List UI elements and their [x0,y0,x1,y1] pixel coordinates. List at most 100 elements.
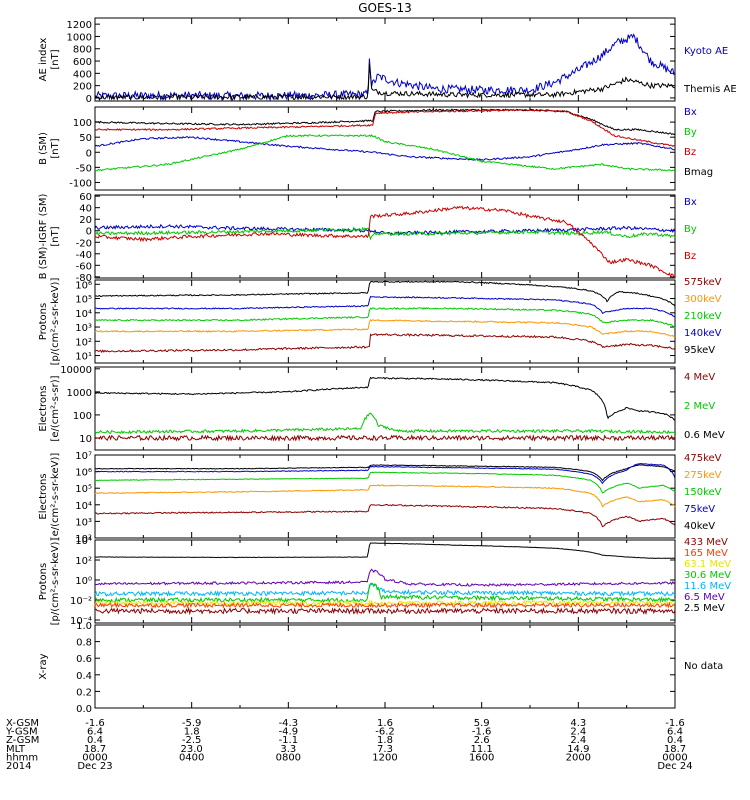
y-tick-label: 10⁶ [75,468,92,479]
ephemeris-value: -1.6 [85,718,105,729]
y-tick-label: 0 [86,94,92,105]
series-140kev [95,295,676,318]
legend-label: 475keV [684,453,722,464]
y-tick-label: 0 [86,148,92,159]
y-tick-label: 10⁶ [75,280,92,291]
series-bx [94,136,676,161]
y-tick-label: 10⁵ [75,484,92,495]
y-axis-title: AE index [38,38,49,82]
legend-label: No data [684,661,723,672]
ephemeris-value: 18.7 [664,744,686,755]
ephemeris-value: -4.3 [279,718,299,729]
y-tick-label: 200 [73,82,92,93]
ephemeris-value: 2.6 [474,735,490,746]
legend-label: Themis AE [683,84,737,95]
legend-label: 6.5 MeV [684,592,725,603]
legend-label: 2 MeV [684,401,715,412]
y-axis-title: Electrons [38,473,49,519]
ephemeris-value: -1.6 [472,727,492,738]
series-475kev [94,503,676,528]
y-tick-label: 800 [73,45,92,56]
series-433-mev [94,606,676,616]
series-bz [94,205,676,279]
y-tick-label: -20 [76,238,92,249]
ephemeris-value: -2.5 [182,735,202,746]
y-tick-label: 20 [79,215,92,226]
legend-label: 0.6 MeV [684,430,725,441]
legend-label: Kyoto AE [684,46,728,57]
series-30-6-mev [94,582,676,604]
legend-label: 4 MeV [684,372,715,383]
panel-5: 10 100 1000 10000 Electrons [e/(cm²-s-sr)] 4 M… [38,365,725,451]
ephemeris-value: 11.1 [471,744,493,755]
series-by [94,226,676,241]
panel-frame [94,194,676,279]
series-75kev [94,462,676,485]
chart-title: GOES-13 [358,1,412,15]
y-axis-title: Electrons [38,385,49,431]
y-tick-label: 10⁴ [75,536,92,547]
ephemeris-value: -1.1 [279,735,299,746]
legend-label: 575keV [684,277,722,288]
y-tick-label: -40 [76,250,92,261]
legend-label: 433 MeV [684,537,728,548]
y-tick-label: 0.4 [76,671,92,682]
panel-2: -100 -50 0 50 100 B (SM) [nT] Bx By Bz Bmag [38,106,713,191]
series-2-mev [94,412,676,435]
ephemeris-value: 1200 [372,752,397,763]
ephemeris-row-label: 2014 [6,761,31,772]
y-tick-label: 100 [73,118,92,129]
ephemeris-value: 0.4 [87,735,103,746]
series-150kev [95,471,676,494]
ephemeris-value: 1.8 [377,735,393,746]
ephemeris-value: 0.4 [667,735,683,746]
y-tick-label: 10 [79,434,92,445]
series-0-6-mev [94,376,676,421]
legend-label: Bz [684,251,696,262]
series-6-5-mev [94,568,676,587]
series-bz [94,108,676,147]
ephemeris-row-label: X-GSM [6,718,39,729]
ephemeris-value: 14.9 [567,744,589,755]
y-axis-title: Protons [38,303,49,340]
series-by [94,134,676,172]
y-tick-label: 10⁴ [75,309,92,320]
y-axis-title: [p/(cm²-s-sr-keV)] [50,278,61,366]
y-tick-label: 600 [73,57,92,68]
panel-4: 10¹ 10² 10³ 10⁴ 10⁵ 10⁶ Protons [p/(cm²-s-sr-ke… [38,277,722,365]
legend-label: 150keV [684,487,722,498]
series-165-mev [94,601,676,609]
panel-frame [94,539,676,624]
ephemeris-value: 6.4 [667,727,683,738]
series-4-mev [94,434,676,442]
series-63-1-mev [94,599,676,607]
y-tick-label: 1.0 [76,621,92,632]
ephemeris-value: 2.4 [570,727,586,738]
ephemeris-table: X-GSM -1.6 -5.9 -4.3 1.6 5.9 4.3 -1.6 Y-GSM 6.4 1.… [5,718,693,772]
y-tick-label: 10² [75,556,92,567]
legend-label: 63.1 MeV [684,559,731,570]
ephemeris-value: 0000 [662,752,687,763]
ephemeris-row-label: Z-GSM [6,735,39,746]
y-tick-label: 0.0 [76,704,92,715]
panel-8: 0.0 0.2 0.4 0.6 0.8 1.0 X-ray No data [38,621,723,715]
series-kyoto-ae [94,33,676,102]
series-575kev [94,333,676,354]
legend-label: 275keV [684,470,722,481]
ephemeris-value: 3.3 [280,744,296,755]
y-axis-title: [e/(cm²-s-sr)] [50,375,61,441]
y-tick-label: 10000 [60,365,92,376]
series-themis-ae [94,63,676,102]
ephemeris-value: 6.4 [87,727,103,738]
y-axis-title: [nT] [50,226,61,246]
ephemeris-value: Dec 23 [77,761,112,772]
ephemeris-value: 1.8 [184,727,200,738]
series-40kev [94,464,676,482]
ephemeris-value: 0400 [179,752,204,763]
y-axis-title: X-ray [38,653,49,679]
series-300kev [94,318,676,338]
y-tick-label: 10⁷ [75,451,92,462]
series-bmag [94,108,676,136]
